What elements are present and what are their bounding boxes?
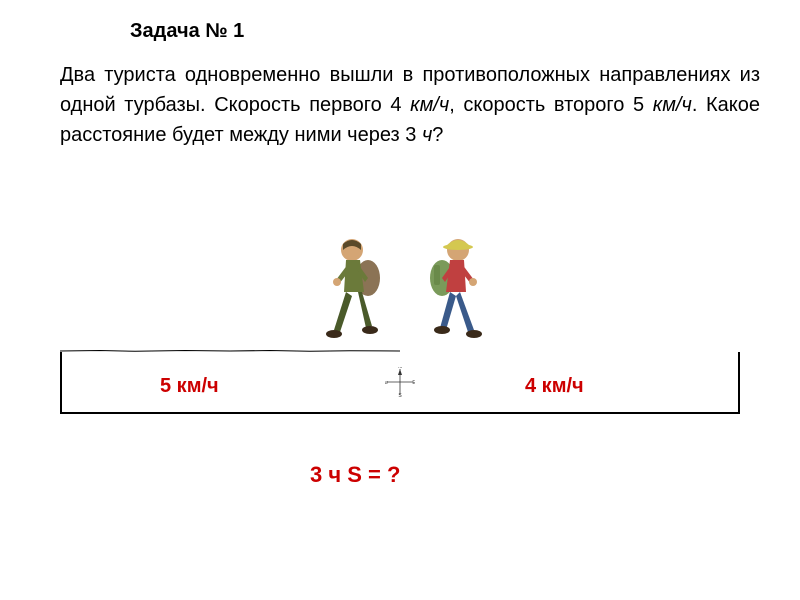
tourist-right-icon [420,230,490,350]
speed-label-right: 4 км/ч [525,375,584,398]
problem-text-line3c: . [692,94,698,116]
tourists-illustration [320,230,490,350]
problem-text-unit2: км/ч [653,94,692,116]
problem-text-line1: Два туриста одновременно вышли в [60,64,413,86]
compass-icon: N S E w [385,367,415,397]
distance-line [60,412,740,414]
problem-title: Задача № 1 [130,20,244,43]
problem-text-unit1: км/ч [410,94,449,116]
svg-text:E: E [412,380,415,386]
svg-text:w: w [385,380,388,386]
formula-text: 3 ч S = ? [310,462,400,488]
boundary-tick-left [60,352,62,412]
svg-text:S: S [398,393,402,397]
svg-text:N: N [398,367,402,370]
tourist-left-icon [320,230,390,350]
ground-line [60,350,400,352]
problem-statement: Два туриста одновременно вышли в противо… [60,60,760,150]
boundary-tick-right [738,352,740,412]
speed-label-left: 5 км/ч [160,375,219,398]
problem-text-line3a: Скорость первого 4 [214,94,410,116]
problem-text-line3b: , скорость второго 5 [449,94,653,116]
problem-text-unit3: ч [422,124,432,146]
problem-text-line4end: ? [432,124,443,146]
